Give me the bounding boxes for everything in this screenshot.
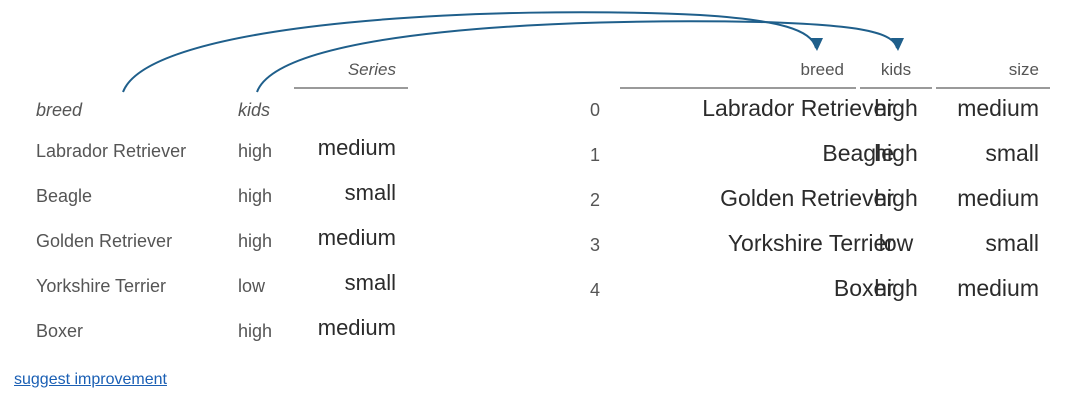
- series-row-kids: high: [238, 321, 273, 341]
- index-name-breed: breed: [36, 100, 83, 120]
- table-row: 4 Boxer high medium: [580, 271, 1060, 316]
- arrow-breed-head: [810, 38, 823, 51]
- column-header-kids: kids: [880, 60, 912, 79]
- row-kids: high: [874, 140, 918, 166]
- series-row-kids: high: [238, 231, 273, 251]
- series-header-rule: [294, 87, 408, 89]
- row-index: 1: [590, 145, 601, 165]
- row-index: 3: [590, 235, 601, 255]
- series-row-breed: Boxer: [36, 321, 84, 341]
- row-index: 0: [590, 100, 601, 120]
- series-row-kids: high: [238, 186, 273, 206]
- row-breed: Golden Retriever: [720, 185, 894, 211]
- series-row: Boxer high medium: [0, 311, 420, 356]
- arrow-kids: [256, 20, 898, 93]
- row-kids: high: [874, 275, 918, 301]
- arrow-kids-head: [891, 38, 904, 51]
- arrow-breed: [122, 11, 817, 93]
- index-name-kids: kids: [238, 100, 271, 120]
- row-size: medium: [957, 95, 1039, 121]
- series-row-breed: Labrador Retriever: [36, 141, 187, 161]
- series-name-header: Series: [347, 60, 396, 79]
- series-row-kids: low: [238, 276, 266, 296]
- table-row: 0 Labrador Retriever high medium: [580, 91, 1060, 136]
- series-row-breed: Yorkshire Terrier: [36, 276, 167, 296]
- row-size: small: [985, 230, 1039, 256]
- reset-index-arrows: [122, 11, 904, 93]
- row-kids: high: [874, 185, 918, 211]
- row-kids: low: [878, 230, 914, 256]
- column-header-breed: breed: [800, 60, 844, 79]
- series-row-value: small: [344, 180, 396, 205]
- series-row: Golden Retriever high medium: [0, 221, 420, 266]
- series-row-value: medium: [317, 135, 396, 160]
- row-breed: Beagle: [822, 140, 894, 166]
- series-row: Labrador Retriever high medium: [0, 131, 420, 176]
- series-row-breed: Beagle: [36, 186, 93, 206]
- column-header-size: size: [1008, 60, 1039, 79]
- series-row: Beagle high small: [0, 176, 420, 221]
- series-row-value: medium: [317, 315, 396, 340]
- row-breed: Labrador Retriever: [702, 95, 894, 121]
- suggest-improvement-link[interactable]: suggest improvement: [14, 371, 167, 388]
- series-row: Yorkshire Terrier low small: [0, 266, 420, 311]
- row-size: medium: [957, 275, 1039, 301]
- row-size: medium: [957, 185, 1039, 211]
- series-row-value: small: [344, 270, 396, 295]
- row-index: 4: [590, 280, 601, 300]
- column-rule-breed: [620, 87, 856, 89]
- row-breed: Boxer: [833, 275, 894, 301]
- column-rule-kids: [860, 87, 932, 89]
- series-row-value: medium: [317, 225, 396, 250]
- table-row: 1 Beagle high small: [580, 136, 1060, 181]
- table-row: 2 Golden Retriever high medium: [580, 181, 1060, 226]
- row-kids: high: [874, 95, 918, 121]
- table-row: 3 Yorkshire Terrier low small: [580, 226, 1060, 271]
- series-row-breed: Golden Retriever: [36, 231, 173, 251]
- column-rule-size: [936, 87, 1050, 89]
- row-index: 2: [590, 190, 601, 210]
- series-row-kids: high: [238, 141, 273, 161]
- row-size: small: [985, 140, 1039, 166]
- row-breed: Yorkshire Terrier: [727, 230, 894, 256]
